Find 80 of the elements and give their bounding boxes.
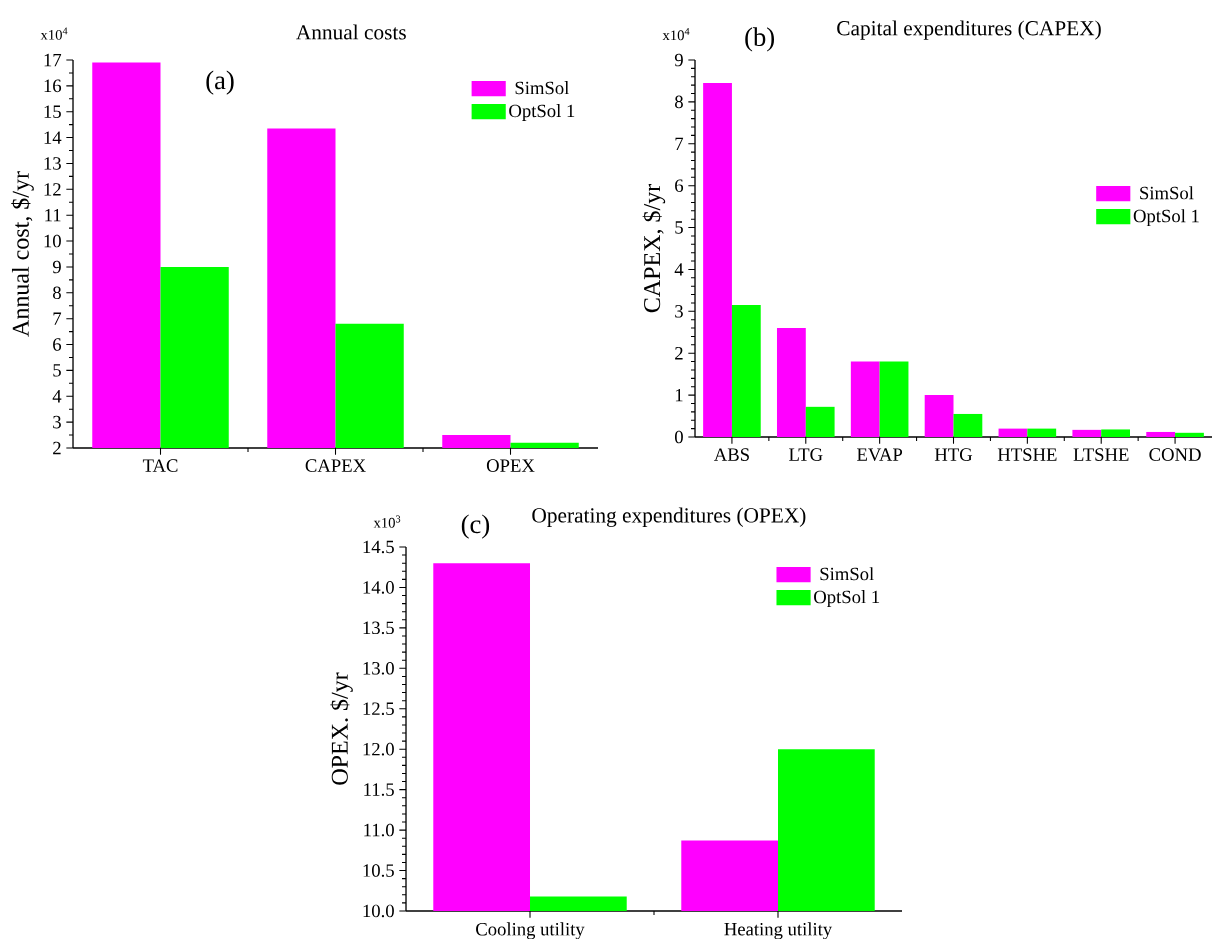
bar	[879, 361, 909, 437]
x-tick-label: EVAP	[857, 448, 903, 461]
text: x10$^{4}$	[40, 27, 68, 40]
y-axis-title: Annual cost, $/yr	[11, 171, 34, 337]
y-tick-label: 4	[674, 263, 684, 276]
bar	[776, 328, 806, 437]
y-tick-label: 1	[675, 388, 683, 402]
y-tick-label: 12	[44, 183, 61, 196]
y-tick-label: 14.5	[363, 540, 394, 554]
legend-label: OptSol 1	[509, 104, 575, 121]
y-tick-label: 12.5	[363, 702, 394, 716]
y-tick-label: 5	[53, 364, 61, 377]
y-tick-label: 13.0	[363, 661, 394, 675]
bar	[1146, 431, 1176, 437]
x-tick-label: Cooling utility	[476, 922, 585, 939]
y-tick-label: 14.0	[363, 581, 394, 594]
y-tick-label: 8	[53, 286, 61, 300]
bar	[1175, 432, 1204, 437]
y-tick-label: 11.0	[364, 823, 394, 837]
y-tick-label: 17	[44, 53, 62, 67]
bar	[998, 428, 1028, 437]
y-tick-label: 10.0	[363, 904, 394, 918]
y-tick-label: 6	[675, 179, 684, 192]
bar	[1072, 429, 1102, 437]
x-tick-label: LTSHE	[1073, 448, 1129, 461]
y-tick-label: 9	[674, 53, 683, 67]
y-tick-label: 12.0	[363, 742, 394, 756]
y-tick-label: 6	[53, 338, 62, 351]
legend-label: SimSol	[1140, 186, 1194, 200]
x-tick-label: CAPEX	[305, 459, 366, 472]
y-tick-label: 5	[675, 221, 683, 234]
x-tick-label: ABS	[713, 448, 749, 461]
bar	[731, 305, 761, 437]
legend-label: SimSol	[820, 567, 874, 581]
x-tick-label: TAC	[142, 459, 178, 472]
annotation: (a)	[206, 70, 234, 95]
y-tick-label: 0	[675, 430, 683, 444]
text: x10$^{3}$	[373, 515, 401, 528]
bar	[1101, 429, 1131, 437]
y-tick-label: 16	[44, 79, 62, 93]
x-tick-label: Heating utility	[724, 922, 833, 939]
y-tick-label: 2	[53, 441, 61, 455]
bar	[703, 83, 732, 437]
bar	[924, 395, 954, 437]
y-tick-label: 7	[53, 312, 62, 325]
y-axis-title: OPEX. $/yr	[330, 672, 353, 785]
y-tick-label: 10.5	[363, 864, 394, 877]
y-tick-label: 7	[675, 137, 684, 150]
y-tick-label: 9	[52, 260, 61, 274]
y-tick-label: 15	[44, 105, 61, 118]
y-tick-label: 11	[45, 209, 61, 222]
x-tick-label: HTSHE	[997, 448, 1057, 461]
y-tick-label: 2	[675, 347, 683, 360]
y-tick-label: 13.5	[363, 621, 394, 635]
y-axis-title: CAPEX, $/yr	[642, 184, 666, 313]
chart-title: Capital expenditures (CAPEX)	[837, 20, 1101, 40]
bar	[1027, 428, 1057, 437]
y-tick-label: 3	[675, 305, 683, 318]
x-tick-label: OPEX	[486, 459, 535, 472]
x-tick-label: HTG	[934, 448, 973, 461]
y-tick-label: 4	[52, 390, 62, 403]
y-tick-label: 14	[44, 131, 62, 144]
chart-title: Operating expenditures (OPEX)	[532, 507, 806, 527]
text: (b)	[745, 27, 775, 52]
y-tick-label: 3	[53, 415, 61, 429]
legend-label: SimSol	[515, 81, 569, 95]
y-tick-label: 13	[44, 157, 61, 170]
x-tick-label: LTG	[789, 448, 823, 461]
chart-title: Annual costs	[296, 24, 406, 40]
y-tick-label: 8	[675, 95, 683, 109]
x-tick-label: COND	[1149, 448, 1201, 461]
legend-label: OptSol 1	[1133, 209, 1199, 227]
bar	[805, 406, 835, 437]
text: x10$^{4}$	[662, 28, 690, 41]
bar	[953, 413, 983, 437]
legend-label: OptSol 1	[814, 590, 880, 608]
y-tick-label: 10	[44, 234, 61, 248]
y-tick-label: 11.5	[364, 783, 394, 796]
bar	[850, 361, 880, 437]
text: (c)	[461, 514, 490, 539]
